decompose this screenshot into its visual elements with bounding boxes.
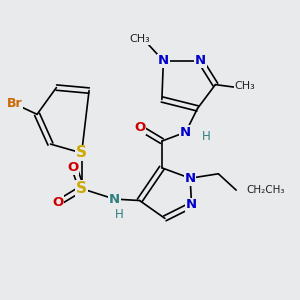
Text: CH₃: CH₃ bbox=[235, 81, 256, 91]
Text: O: O bbox=[52, 196, 64, 208]
Text: N: N bbox=[109, 193, 120, 206]
Text: CH₂CH₃: CH₂CH₃ bbox=[247, 185, 285, 195]
Text: N: N bbox=[180, 126, 191, 139]
Text: N: N bbox=[158, 54, 169, 67]
Text: N: N bbox=[186, 199, 197, 212]
Text: S: S bbox=[76, 181, 87, 196]
Text: O: O bbox=[134, 121, 145, 134]
Text: N: N bbox=[195, 54, 206, 67]
Text: H: H bbox=[114, 208, 123, 221]
Text: N: N bbox=[184, 172, 196, 185]
Text: S: S bbox=[76, 146, 87, 160]
Text: CH₃: CH₃ bbox=[129, 34, 150, 44]
Text: Br: Br bbox=[7, 98, 22, 110]
Text: O: O bbox=[67, 161, 78, 174]
Text: H: H bbox=[202, 130, 210, 143]
